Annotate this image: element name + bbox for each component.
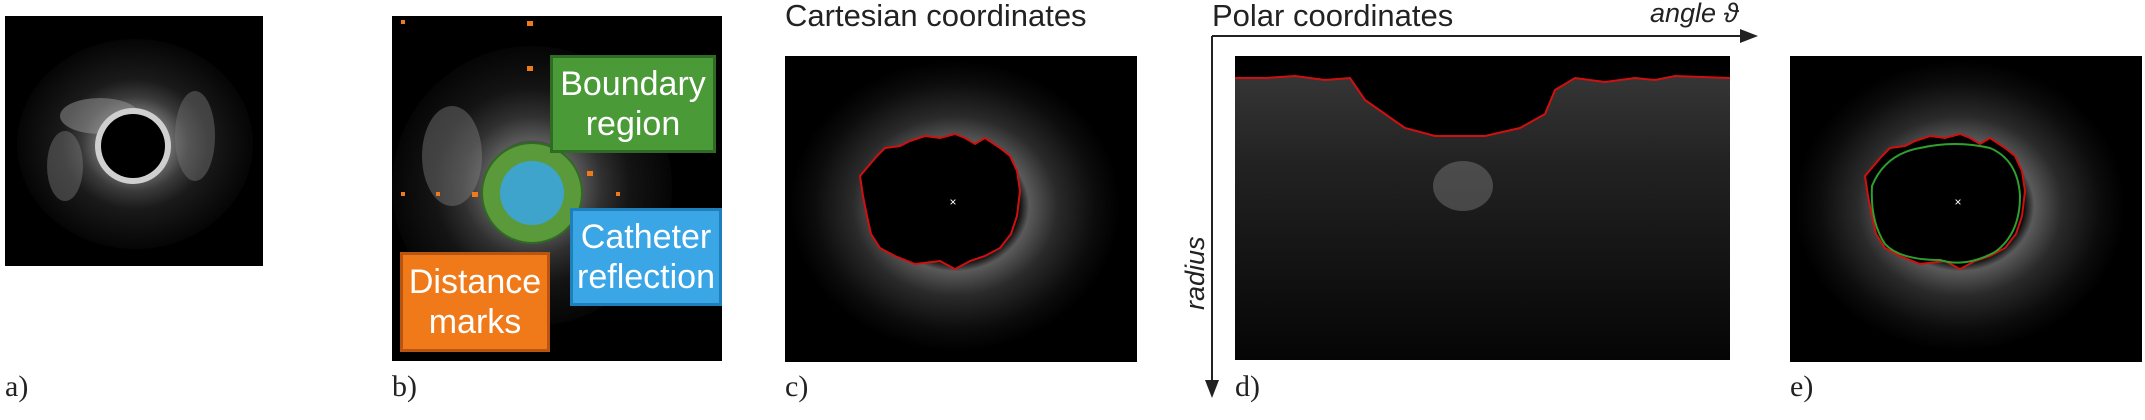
panel-d-label: d) <box>1235 370 1260 403</box>
boundary-callout-line2: region <box>585 105 681 143</box>
panel-c-image: × <box>785 56 1137 362</box>
panel-e-image: × <box>1790 56 2142 362</box>
catheter-callout-line1: Catheter <box>580 218 712 256</box>
panel-c-label: c) <box>785 370 809 403</box>
panel-a-image <box>5 16 263 266</box>
polar-title: Polar coordinates <box>1212 0 1454 33</box>
panel-d-image <box>1235 56 1730 360</box>
cartesian-title: Cartesian coordinates <box>785 0 1087 33</box>
boundary-region-callout: Boundary region <box>550 55 716 153</box>
boundary-callout-line1: Boundary <box>560 65 706 103</box>
panel-e-label: e) <box>1790 370 1814 403</box>
distance-callout-line2: marks <box>428 303 522 341</box>
distance-marks-callout: Distance marks <box>400 252 550 352</box>
panel-b-label: b) <box>392 370 417 403</box>
radius-axis-label: radius <box>1180 236 1210 310</box>
polar-axes <box>1205 29 1758 398</box>
catheter-callout-line2: reflection <box>577 258 715 296</box>
svg-text:×: × <box>1954 195 1961 209</box>
angle-axis-label: angle ϑ <box>1650 0 1739 28</box>
svg-text:×: × <box>949 195 956 209</box>
panel-a-label: a) <box>5 370 29 403</box>
distance-callout-line1: Distance <box>408 263 542 301</box>
catheter-reflection-callout: Catheter reflection <box>570 208 722 306</box>
